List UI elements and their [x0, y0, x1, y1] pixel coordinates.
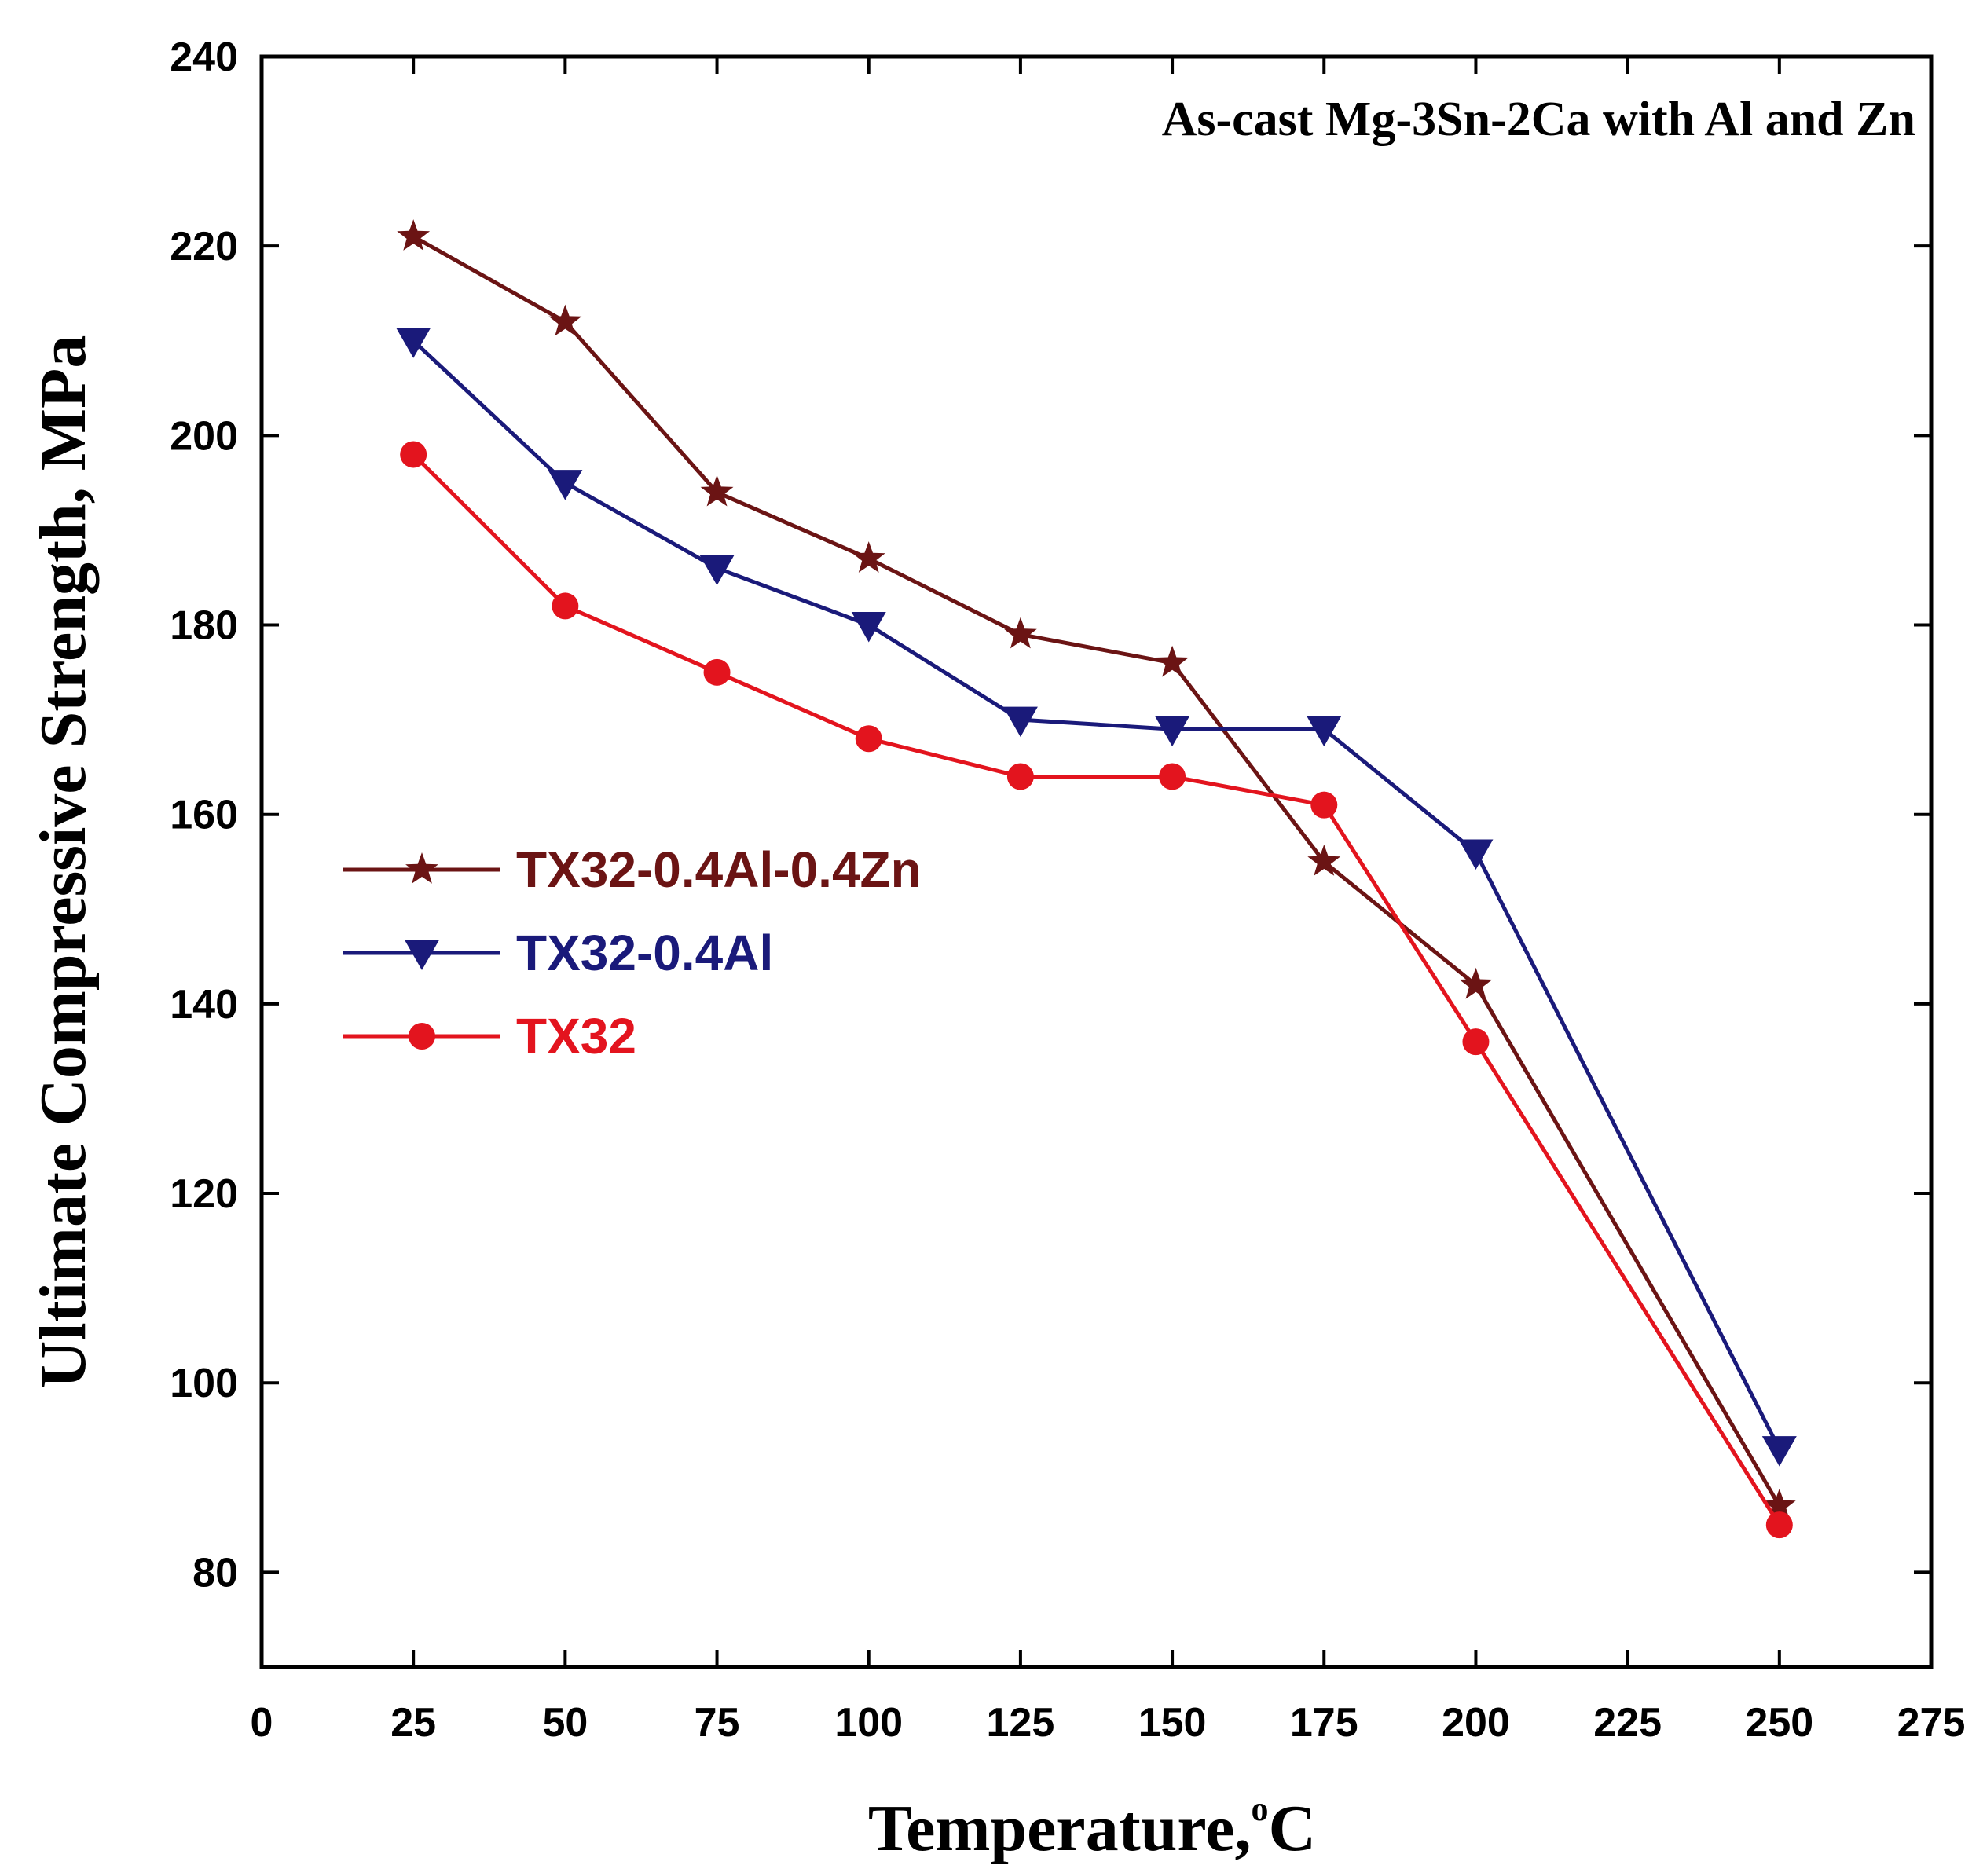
- x-tick-label: 125: [987, 1700, 1055, 1746]
- y-tick-label: 220: [170, 224, 238, 269]
- x-tick-label: 0: [251, 1700, 273, 1746]
- data-point: [1459, 967, 1493, 999]
- legend-label: TX32-0.4Al: [516, 925, 773, 981]
- series-layer: [396, 219, 1797, 1539]
- x-axis-ticks: 0 25 50 75 100 125 150 175 200 225 250 275: [251, 57, 1966, 1746]
- series-TX32: [400, 441, 1793, 1539]
- x-axis-title-text: Temperature,: [868, 1792, 1252, 1865]
- y-tick-label: 140: [170, 982, 238, 1028]
- series-TX32-0.4Al-0.4Zn: [397, 219, 1796, 1520]
- y-tick-label: 80: [192, 1550, 238, 1596]
- y-tick-label: 100: [170, 1361, 238, 1406]
- data-point: [548, 304, 582, 336]
- legend: TX32-0.4Al-0.4Zn TX32-0.4Al TX32: [343, 841, 922, 1064]
- data-point: [1307, 716, 1342, 747]
- data-point: [548, 470, 583, 500]
- data-point: [1155, 716, 1190, 747]
- legend-marker: [405, 852, 438, 884]
- data-point: [552, 592, 579, 620]
- y-tick-label: 180: [170, 603, 238, 649]
- x-axis-title-unit: C: [1268, 1792, 1316, 1865]
- data-point: [855, 725, 882, 753]
- x-tick-label: 50: [542, 1700, 588, 1746]
- legend-item: TX32: [343, 1008, 636, 1064]
- y-tick-label: 240: [170, 35, 238, 80]
- data-point: [699, 555, 735, 586]
- data-point: [851, 612, 886, 643]
- y-axis-title: Ultimate Compressive Strength, MPa: [27, 335, 100, 1389]
- data-point: [397, 219, 431, 251]
- data-point: [700, 474, 734, 507]
- series-TX32-0.4Al: [396, 328, 1797, 1467]
- legend-item: TX32-0.4Al-0.4Zn: [343, 841, 922, 898]
- x-tick-label: 150: [1138, 1700, 1207, 1746]
- x-tick-label: 225: [1593, 1700, 1662, 1746]
- data-point: [1156, 645, 1189, 677]
- data-point: [852, 541, 885, 573]
- legend-marker: [409, 1023, 435, 1050]
- data-point: [1004, 617, 1037, 649]
- data-point: [1765, 1511, 1793, 1539]
- plot-frame: [259, 54, 1934, 1669]
- data-point: [1462, 1028, 1490, 1056]
- y-tick-label: 160: [170, 793, 238, 838]
- x-axis-title: Temperature,oC: [868, 1790, 1316, 1865]
- data-point: [1761, 1436, 1797, 1467]
- data-point: [1006, 763, 1034, 790]
- legend-label: TX32-0.4Al-0.4Zn: [516, 841, 922, 898]
- x-tick-label: 75: [695, 1700, 740, 1746]
- data-point: [1458, 839, 1494, 870]
- data-point: [1307, 845, 1341, 876]
- legend-item: TX32-0.4Al: [343, 925, 773, 981]
- x-axis-title-degree: o: [1251, 1790, 1268, 1828]
- data-point: [396, 328, 431, 358]
- data-point: [1002, 706, 1038, 738]
- data-point: [1159, 763, 1186, 790]
- x-tick-label: 250: [1745, 1700, 1813, 1746]
- data-point: [703, 658, 731, 686]
- x-tick-label: 175: [1290, 1700, 1358, 1746]
- legend-label: TX32: [516, 1008, 636, 1064]
- x-tick-label: 200: [1442, 1700, 1510, 1746]
- chart-title: As-cast Mg-3Sn-2Ca with Al and Zn: [1162, 93, 1915, 146]
- x-tick-label: 275: [1897, 1700, 1966, 1746]
- x-tick-label: 100: [834, 1700, 903, 1746]
- data-point: [400, 441, 427, 468]
- y-tick-label: 120: [170, 1171, 238, 1217]
- y-tick-label: 200: [170, 413, 238, 459]
- data-point: [1762, 1489, 1796, 1520]
- series-line: [412, 453, 1781, 1526]
- legend-marker: [405, 940, 439, 970]
- y-axis-ticks: 80 100 120 140 160 180 200 220 240: [170, 35, 1931, 1596]
- data-point: [1310, 791, 1338, 819]
- x-tick-label: 25: [390, 1700, 436, 1746]
